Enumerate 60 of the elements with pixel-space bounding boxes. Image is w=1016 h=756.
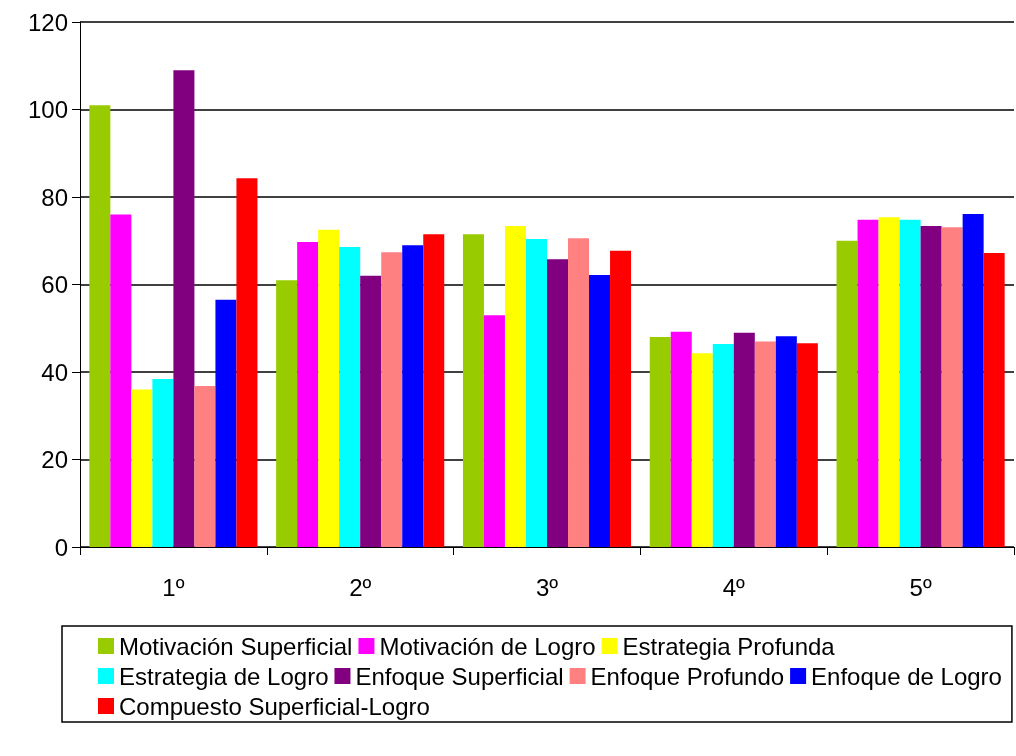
bar — [857, 219, 879, 547]
bar — [89, 105, 111, 547]
bar — [712, 344, 734, 547]
bar — [525, 239, 547, 547]
bar — [610, 250, 632, 547]
bar — [194, 386, 216, 547]
x-tick-label: 4º — [722, 573, 746, 601]
x-tick-label: 2º — [349, 573, 372, 601]
bar — [173, 70, 195, 547]
bar — [318, 229, 340, 547]
bar — [402, 245, 424, 547]
bar — [110, 214, 132, 547]
bar — [483, 315, 505, 547]
bar — [547, 259, 569, 547]
bar — [941, 227, 963, 547]
y-tick-label: 80 — [41, 183, 68, 211]
bar — [568, 238, 590, 547]
bar — [215, 299, 237, 547]
y-tick-label: 20 — [41, 446, 68, 473]
bar — [836, 240, 858, 547]
y-tick-label: 0 — [54, 533, 68, 561]
bar — [796, 343, 818, 547]
bar — [962, 214, 984, 547]
bar — [131, 389, 153, 547]
bar — [733, 332, 755, 547]
bar — [339, 246, 361, 547]
bar — [360, 275, 382, 547]
bar — [381, 252, 403, 547]
legend-label: Motivación Superficial — [119, 632, 353, 660]
legend-label: Motivación de Logro — [379, 632, 596, 660]
legend-label: Estrategia de Logro — [119, 662, 329, 690]
bar — [589, 274, 611, 547]
legend-label: Compuesto Superficial-Logro — [119, 692, 430, 720]
y-tick-label: 100 — [27, 96, 68, 123]
bar — [649, 337, 671, 547]
x-tick-label: 3º — [535, 573, 559, 601]
bar — [983, 253, 1005, 547]
x-tick-label: 5º — [909, 573, 932, 601]
bar — [276, 280, 298, 547]
bar — [670, 331, 692, 547]
x-tick-label: 1º — [162, 573, 185, 601]
legend-label: Enfoque Superficial — [355, 662, 564, 690]
y-tick-label: 60 — [41, 271, 68, 298]
y-tick-label: 40 — [41, 358, 68, 386]
bar — [236, 178, 258, 547]
bar — [754, 341, 776, 547]
legend-label: Enfoque de Logro — [811, 662, 1002, 690]
bar — [920, 225, 942, 547]
bar — [423, 234, 445, 547]
bar — [297, 242, 319, 547]
bar — [504, 225, 526, 547]
legend-label: Enfoque Profundo — [590, 662, 785, 690]
bar — [899, 219, 921, 547]
legend-label: Estrategia Profunda — [622, 632, 836, 660]
y-tick-label: 120 — [27, 8, 68, 36]
bar — [152, 379, 174, 547]
bar — [462, 234, 484, 547]
bar — [691, 353, 713, 547]
bar — [878, 217, 900, 547]
bar — [775, 336, 797, 547]
